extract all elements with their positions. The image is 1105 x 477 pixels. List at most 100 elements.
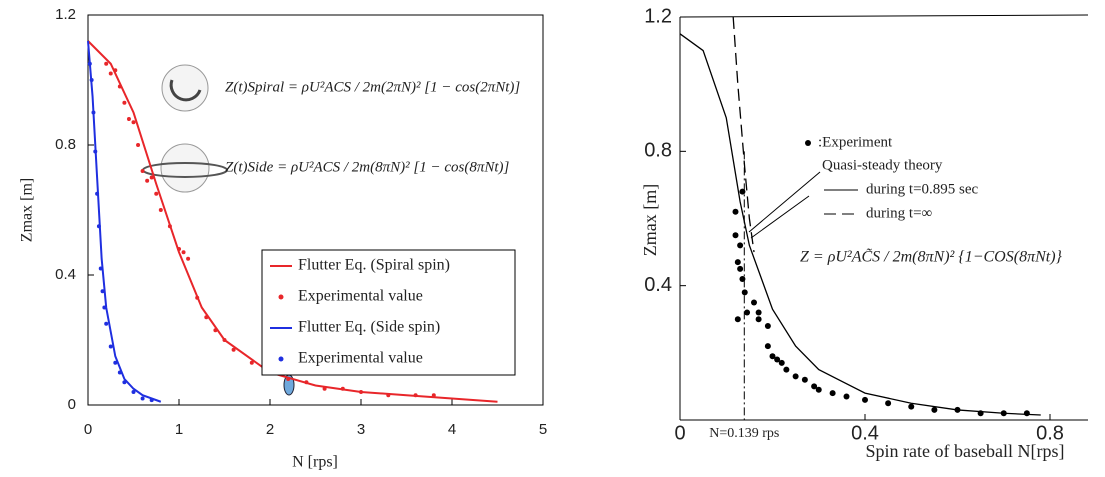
data-point	[737, 242, 744, 249]
legend-title: Quasi-steady theory	[822, 157, 943, 173]
data-point	[286, 377, 291, 381]
x-tick-label: 0	[674, 422, 685, 444]
data-point	[126, 117, 131, 121]
data-point	[843, 393, 850, 400]
data-point	[769, 353, 776, 360]
legend-label: Flutter Eq. (Spiral spin)	[298, 257, 450, 274]
top-axis	[679, 14, 1089, 18]
data-point	[340, 386, 345, 391]
data-point	[304, 380, 309, 385]
y-axis-label: Zmax [m]	[640, 184, 660, 256]
equation: Z(t)Spiral = ρU²ACS / 2m(2πN)² [1 − cos(…	[225, 79, 520, 95]
data-point	[213, 328, 218, 333]
data-point	[249, 360, 254, 365]
data-point	[1023, 410, 1030, 417]
data-point	[140, 396, 145, 401]
legend-label: during t=∞	[866, 205, 932, 221]
data-point	[431, 393, 436, 398]
data-point	[93, 149, 98, 154]
data-point	[154, 191, 159, 196]
curve	[732, 16, 755, 253]
x-axis-label: N [rps]	[292, 454, 338, 471]
data-point	[96, 224, 101, 229]
x-tick-label: 1	[175, 421, 183, 438]
x-tick-label: 4	[448, 421, 456, 438]
y-tick-label: 0	[68, 396, 76, 413]
curve	[87, 40, 162, 403]
data-point	[100, 289, 105, 294]
data-point	[862, 396, 868, 403]
data-point	[117, 84, 122, 89]
data-point	[732, 232, 739, 239]
x-tick-label: 0	[84, 421, 92, 438]
data-point	[734, 259, 741, 266]
data-point	[108, 344, 113, 349]
baseball-icons	[142, 64, 295, 396]
data-point	[87, 61, 92, 66]
data-point	[158, 208, 163, 212]
data-point	[195, 295, 200, 300]
data-point	[739, 188, 746, 195]
data-point	[815, 386, 822, 393]
data-point	[734, 316, 741, 323]
data-point	[122, 100, 127, 105]
data-point	[149, 398, 154, 403]
data-point	[908, 403, 915, 410]
data-point	[792, 373, 799, 380]
plot-frame	[87, 14, 544, 406]
data-point	[739, 275, 746, 282]
data-point	[755, 309, 762, 316]
legend-swatch	[805, 140, 811, 146]
data-point	[131, 120, 136, 125]
x-tick-label: 0.4	[851, 422, 879, 444]
data-point	[102, 305, 107, 310]
data-point	[89, 78, 94, 82]
data-point	[732, 208, 739, 215]
y-tick-label: 0.4	[55, 266, 76, 283]
data-point	[322, 386, 327, 391]
data-point	[737, 265, 744, 272]
data-point	[811, 383, 818, 390]
legend-box	[261, 249, 516, 376]
data-point	[741, 289, 748, 296]
reference-label: N=0.139 rps	[709, 426, 779, 441]
data-point	[117, 370, 122, 375]
y-tick-label: 0.4	[644, 274, 672, 296]
data-point	[122, 380, 127, 385]
data-point	[783, 366, 790, 373]
data-point	[108, 71, 113, 76]
legend-label: Flutter Eq. (Side spin)	[298, 319, 440, 336]
y-tick-label: 1.2	[55, 6, 76, 23]
data-point	[177, 247, 181, 251]
equation: Z(t)Side = ρU²ACS / 2m(8πN)² [1 − cos(8π…	[225, 159, 510, 175]
data-point	[149, 175, 154, 180]
data-point	[751, 299, 757, 306]
legend-label: during t=0.895 sec	[866, 181, 979, 197]
x-tick-label: 5	[539, 421, 547, 438]
data-point	[764, 343, 771, 350]
data-point	[181, 250, 186, 255]
data-point	[778, 359, 785, 366]
data-point	[186, 256, 191, 261]
data-point	[231, 347, 236, 352]
data-point	[801, 376, 808, 383]
data-point	[764, 322, 771, 329]
data-point	[140, 169, 145, 173]
data-point	[145, 178, 150, 183]
data-point	[167, 224, 172, 229]
y-tick-label: 0.8	[55, 136, 76, 153]
data-point	[95, 191, 100, 196]
data-point	[104, 321, 109, 326]
data-point	[829, 390, 836, 397]
data-point	[131, 390, 136, 394]
data-point	[413, 393, 418, 398]
data-point	[755, 316, 762, 323]
data-point	[104, 61, 109, 66]
data-point	[91, 110, 96, 115]
legend-label: Experimental value	[298, 350, 423, 367]
legend-swatch	[278, 356, 284, 362]
legend-label: Experimental value	[298, 288, 423, 305]
data-point	[113, 68, 118, 73]
x-tick-label: 3	[357, 421, 365, 438]
